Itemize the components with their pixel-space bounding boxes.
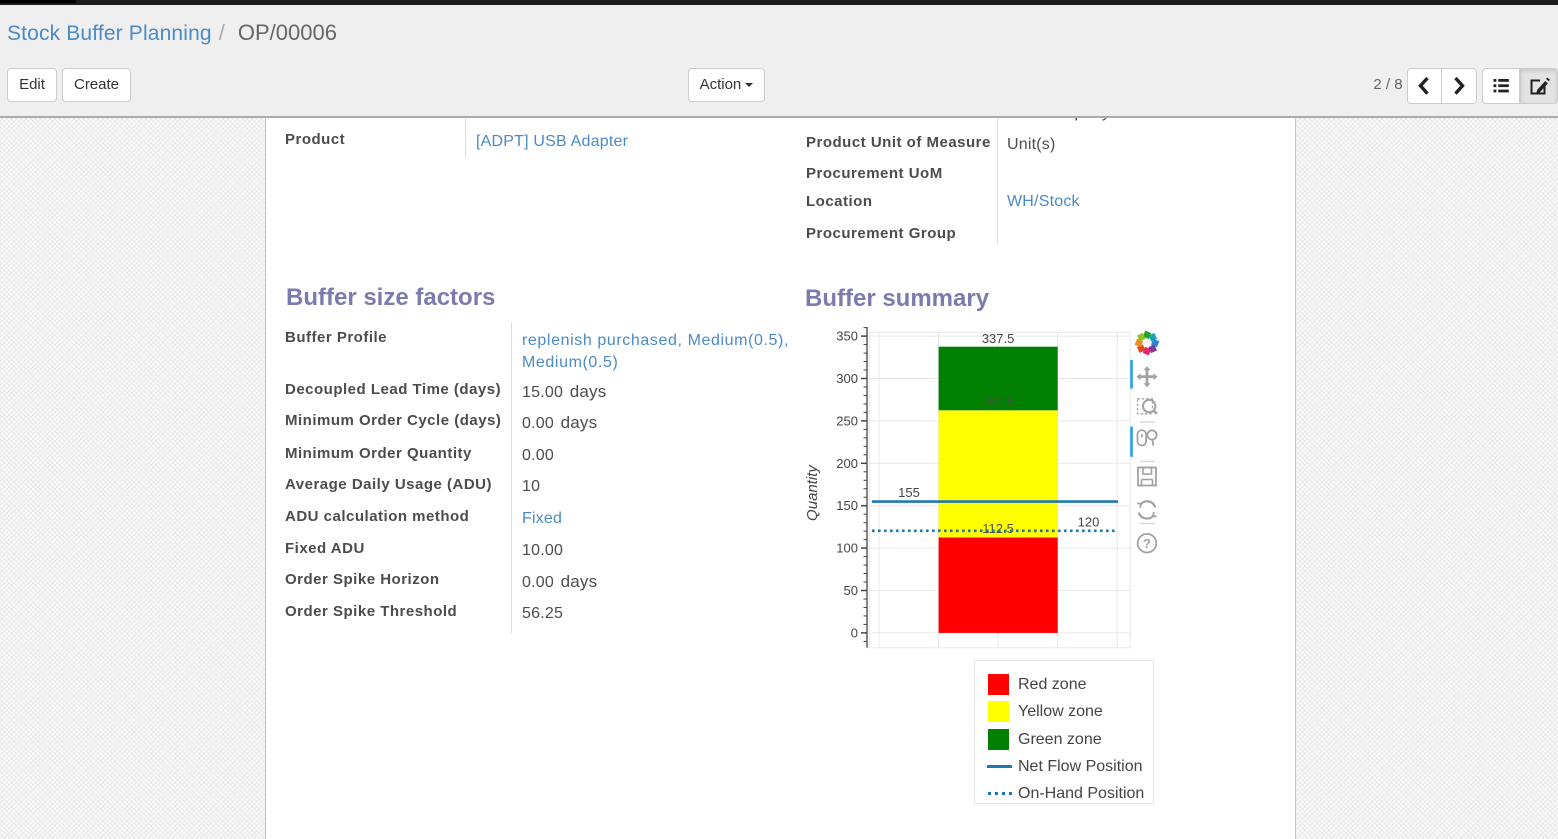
svg-text:0: 0	[851, 625, 858, 640]
svg-text:120: 120	[1078, 514, 1100, 529]
svg-text:262.5: 262.5	[982, 394, 1015, 409]
svg-text:337.5: 337.5	[982, 331, 1015, 346]
svg-text:150: 150	[836, 498, 858, 513]
svg-text:?: ?	[1143, 536, 1151, 551]
svg-text:350: 350	[836, 329, 858, 344]
svg-text:112.5: 112.5	[982, 521, 1014, 536]
svg-text:100: 100	[836, 541, 858, 556]
svg-text:Quantity: Quantity	[804, 464, 821, 521]
svg-text:155: 155	[898, 485, 920, 500]
svg-text:300: 300	[836, 371, 858, 386]
svg-text:50: 50	[844, 583, 858, 598]
svg-text:200: 200	[836, 456, 858, 471]
svg-text:250: 250	[836, 413, 858, 428]
